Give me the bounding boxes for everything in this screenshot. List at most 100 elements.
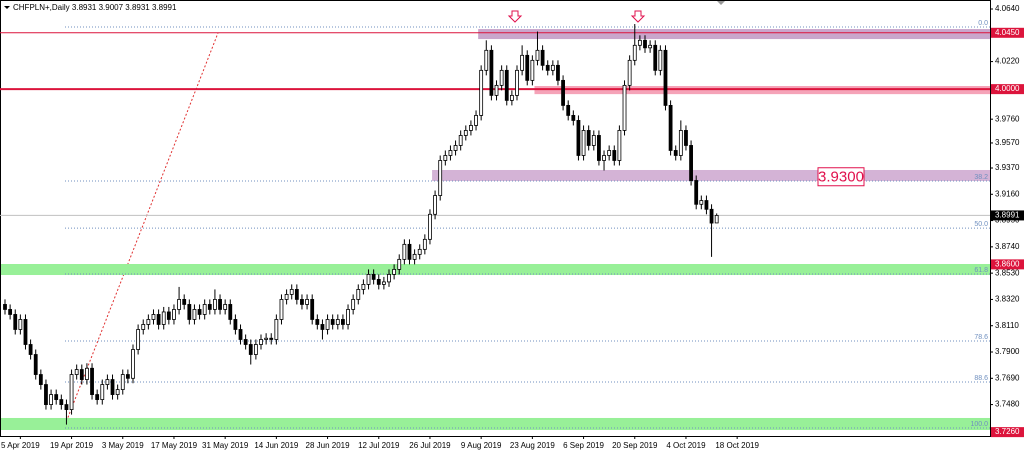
- x-tick-label: 5 Apr 2019: [1, 441, 40, 450]
- candle-body: [648, 44, 653, 49]
- candle-body: [38, 374, 43, 385]
- y-tick-label: 3.7480: [995, 400, 1020, 409]
- candle-body: [3, 304, 7, 310]
- candle-body: [668, 105, 673, 151]
- candle-body: [417, 248, 422, 255]
- candle-body: [643, 39, 647, 49]
- candle-body: [161, 311, 166, 325]
- candle-body: [341, 319, 345, 325]
- x-tick-label: 26 Jul 2019: [409, 441, 451, 450]
- candle-body: [110, 379, 115, 395]
- candle-body: [673, 150, 678, 156]
- shift-marker: [717, 1, 725, 5]
- candle-body: [469, 125, 473, 131]
- chart-title: CHFPLN+,Daily 3.8931 3.9007 3.8931 3.899…: [13, 3, 177, 12]
- candle-body: [684, 130, 688, 146]
- candle-body: [376, 279, 381, 285]
- candle-body: [253, 344, 258, 355]
- candle-body: [131, 349, 135, 379]
- candle-body: [141, 324, 146, 330]
- x-tick-label: 12 Jul 2019: [358, 441, 400, 450]
- candle-body: [166, 311, 171, 320]
- candle-body: [300, 299, 304, 305]
- candle-body: [243, 339, 248, 345]
- y-tick-label: 3.9570: [995, 138, 1020, 147]
- candle-body: [54, 394, 59, 400]
- price-box: [991, 259, 1024, 270]
- x-tick-label: 18 Oct 2019: [715, 441, 759, 450]
- candle-body: [412, 253, 417, 260]
- annotation-label: 3.9300: [818, 169, 864, 186]
- candle-body: [515, 69, 519, 96]
- y-tick-label: 3.8320: [995, 295, 1020, 304]
- candle-body: [172, 309, 176, 320]
- candle-body: [202, 304, 207, 315]
- candle-body: [33, 354, 38, 375]
- candle-body: [402, 243, 407, 260]
- zone: [1, 264, 990, 276]
- candle-body: [223, 304, 228, 310]
- candle-body: [85, 367, 89, 380]
- candle-body: [428, 213, 432, 240]
- zone: [432, 169, 991, 182]
- candle-body: [545, 64, 550, 71]
- candle-body: [689, 145, 693, 181]
- y-tick-label: 3.7900: [995, 347, 1020, 356]
- candle-body: [494, 84, 499, 96]
- candle-body: [335, 319, 340, 325]
- candle-body: [294, 289, 299, 300]
- y-tick-label: 3.8110: [995, 321, 1019, 330]
- x-tick-label: 17 May 2019: [151, 441, 198, 450]
- candle-body: [95, 394, 100, 400]
- candle-body: [658, 49, 663, 71]
- candle-body: [213, 299, 217, 310]
- candle-body: [591, 135, 596, 146]
- candle-body: [571, 115, 576, 121]
- candle-body: [182, 299, 187, 305]
- candle-body: [607, 150, 612, 156]
- candle-body: [602, 155, 606, 161]
- candle-body: [233, 319, 238, 330]
- y-tick-label: 3.9370: [995, 163, 1020, 172]
- fib-label: 38.2: [974, 174, 988, 181]
- candle-body: [325, 319, 330, 330]
- candle-body: [489, 49, 494, 96]
- candle-body: [228, 304, 233, 320]
- candle-body: [525, 54, 530, 81]
- fib-label: 88.6: [974, 375, 988, 382]
- candle-body: [714, 215, 719, 224]
- candle-body: [315, 319, 320, 325]
- candle-body: [699, 200, 704, 205]
- candle-body: [177, 299, 181, 310]
- arrow-marker: [630, 10, 646, 23]
- candle-body: [125, 374, 130, 379]
- candle-body: [279, 299, 284, 320]
- candle-body: [330, 319, 335, 325]
- candle-body: [13, 314, 18, 330]
- candle-body: [64, 404, 69, 410]
- y-tick-label: 3.9760: [995, 114, 1020, 123]
- candle-body: [28, 344, 33, 355]
- candle-body: [18, 319, 23, 330]
- candle-body: [8, 309, 13, 315]
- price-box: [991, 427, 1024, 438]
- candle-body: [617, 130, 622, 161]
- candle-body: [632, 44, 637, 61]
- fib-label: 50.0: [974, 221, 988, 228]
- candle-body: [653, 44, 658, 71]
- candle-body: [238, 329, 243, 340]
- candle-body: [387, 273, 391, 283]
- candle-body: [44, 384, 48, 405]
- candle-body: [561, 79, 565, 106]
- fib-label: 100.0: [970, 421, 988, 428]
- candle-body: [320, 324, 325, 330]
- candle-body: [284, 294, 289, 300]
- candle-body: [463, 130, 468, 136]
- candle-body: [627, 59, 632, 86]
- candle-body: [550, 64, 555, 71]
- price-box: [991, 210, 1024, 221]
- candle-body: [458, 135, 463, 146]
- candle-body: [90, 367, 94, 395]
- y-tick-label: 3.8530: [995, 268, 1020, 277]
